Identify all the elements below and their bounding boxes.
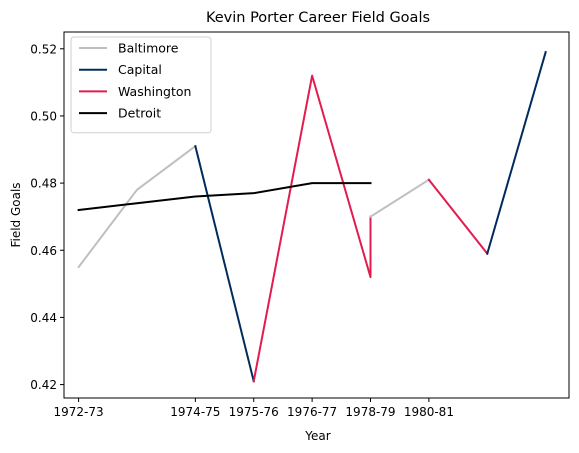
- y-tick-label: 0.46: [30, 244, 57, 258]
- series-line-detroit-6: [77, 182, 372, 212]
- legend: Baltimore Capital Washington Detroit: [70, 36, 212, 134]
- legend-label-detroit: Detroit: [118, 106, 161, 121]
- x-tick-label: 1972-73: [54, 405, 104, 419]
- series-line-capital-5: [486, 50, 547, 255]
- series-line-washington-2: [252, 74, 372, 383]
- x-tick-label: 1975-76: [229, 405, 279, 419]
- chart-title: Kevin Porter Career Field Goals: [206, 10, 430, 26]
- y-tick-label: 0.52: [30, 42, 57, 56]
- x-axis-label: Year: [304, 429, 330, 443]
- plot-frame: [63, 31, 570, 399]
- series-line-baltimore-0: [77, 144, 197, 269]
- y-axis-label: Field Goals: [9, 182, 23, 247]
- y-axis: 0.42 0.44 0.46 0.48 0.50 0.52: [30, 42, 64, 392]
- y-tick-label: 0.44: [30, 311, 57, 325]
- y-tick-label: 0.42: [30, 378, 57, 392]
- y-tick-label: 0.50: [30, 109, 57, 123]
- x-axis: 1972-73 1974-75 1975-76 1976-77 1978-79 1980-…: [54, 398, 454, 419]
- legend-label-capital: Capital: [118, 62, 162, 77]
- series-layer: [77, 50, 547, 383]
- x-tick-label: 1978-79: [345, 405, 395, 419]
- x-tick-label: 1976-77: [287, 405, 337, 419]
- series-line-baltimore-3: [369, 178, 431, 219]
- x-tick-label: 1980-81: [404, 405, 454, 419]
- series-line-capital-1: [194, 144, 255, 383]
- series-line-washington-4: [427, 178, 489, 256]
- y-tick-label: 0.48: [30, 177, 57, 191]
- legend-label-baltimore: Baltimore: [118, 41, 179, 56]
- x-tick-label: 1974-75: [170, 405, 220, 419]
- legend-label-washington: Washington: [118, 84, 191, 99]
- legend-box: [70, 36, 212, 134]
